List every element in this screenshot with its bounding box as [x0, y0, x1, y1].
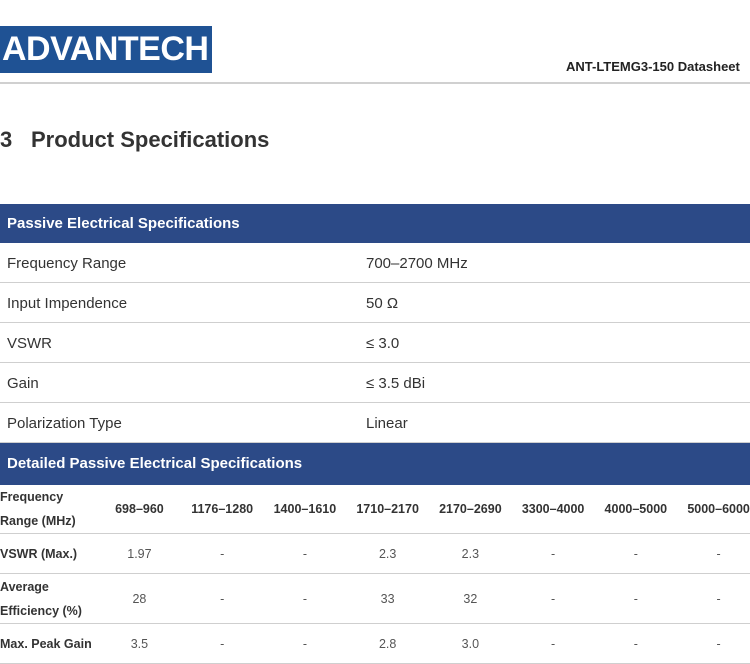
- spec-value: 700–2700 MHz: [366, 255, 468, 272]
- table-cell: 2.8: [346, 623, 429, 664]
- spec-value: ≤ 3.5 dBi: [366, 375, 426, 392]
- column-header: 698–960: [98, 485, 181, 534]
- table-cell: -: [511, 533, 595, 574]
- table-cell: -: [180, 573, 264, 624]
- section-number: 3: [0, 127, 13, 152]
- row-label: Average Efficiency (%): [0, 573, 99, 624]
- table-cell: -: [594, 573, 678, 624]
- passive-specs-header: Passive Electrical Specifications: [0, 204, 750, 243]
- column-header: 1710–2170: [346, 485, 429, 534]
- row-label: Max. Peak Gain: [0, 623, 99, 664]
- table-cell: 2.3: [429, 533, 512, 574]
- column-header: 5000–6000: [677, 485, 750, 534]
- logo-text: ADVANTECH: [2, 30, 209, 68]
- detailed-specs-table: Frequency Range (MHz) 698–960 1176–1280 140…: [0, 485, 750, 664]
- advantech-logo: ADVANTECH: [0, 26, 212, 73]
- column-header: 2170–2690: [429, 485, 512, 534]
- table-cell: 2.3: [346, 533, 429, 574]
- spec-row: Gain ≤ 3.5 dBi: [0, 363, 750, 403]
- header-divider: [0, 82, 750, 84]
- spec-row: Polarization Type Linear: [0, 403, 750, 443]
- section-heading: 3 Product Specifications: [0, 127, 269, 153]
- spec-row: Input Impendence 50 Ω: [0, 283, 750, 323]
- column-header: 4000–5000: [594, 485, 678, 534]
- spec-label: Frequency Range: [7, 255, 127, 272]
- table-cell: -: [594, 533, 678, 574]
- table-cell: -: [263, 573, 347, 624]
- table-cell: -: [677, 573, 750, 624]
- table-cell: -: [677, 533, 750, 574]
- table-cell: -: [263, 623, 347, 664]
- spec-label: Input Impendence: [7, 295, 128, 312]
- table-cell: -: [263, 533, 347, 574]
- table-cell: -: [677, 623, 750, 664]
- column-header: 3300–4000: [511, 485, 595, 534]
- section-title: Product Specifications: [31, 127, 270, 152]
- table-cell: -: [180, 623, 264, 664]
- table-cell: 1.97: [98, 533, 181, 574]
- spec-row: VSWR ≤ 3.0: [0, 323, 750, 363]
- table-header-row: Frequency Range (MHz) 698–960 1176–1280 140…: [0, 485, 750, 534]
- table-row: Average Efficiency (%) 28- -33 32- - -: [0, 573, 750, 624]
- table-row: VSWR (Max.) 1.97- -2.3 2.3- - -: [0, 533, 750, 574]
- table-row: Max. Peak Gain 3.5- -2.8 3.0- - -: [0, 623, 750, 664]
- table-cell: -: [511, 573, 595, 624]
- spec-row: Frequency Range 700–2700 MHz: [0, 243, 750, 283]
- table-cell: 3.5: [98, 623, 181, 664]
- table-cell: 33: [346, 573, 429, 624]
- table-cell: -: [594, 623, 678, 664]
- table-cell: 3.0: [429, 623, 512, 664]
- table-cell: -: [180, 533, 264, 574]
- column-header: 1176–1280: [180, 485, 264, 534]
- spec-value: ≤ 3.0: [366, 335, 400, 352]
- table-cell: 32: [429, 573, 512, 624]
- spec-value: 50 Ω: [366, 295, 399, 312]
- spec-label: VSWR: [7, 335, 52, 352]
- spec-value: Linear: [366, 415, 408, 432]
- header-label: Frequency Range (MHz): [0, 485, 99, 534]
- spec-label: Polarization Type: [7, 415, 122, 432]
- column-header: 1400–1610: [263, 485, 347, 534]
- document-title: ANT-LTEMG3-150 Datasheet: [566, 59, 740, 74]
- spec-label: Gain: [7, 375, 39, 392]
- row-label: VSWR (Max.): [0, 533, 99, 574]
- table-cell: 28: [98, 573, 181, 624]
- detailed-specs-header: Detailed Passive Electrical Specificatio…: [0, 443, 750, 485]
- table-cell: -: [511, 623, 595, 664]
